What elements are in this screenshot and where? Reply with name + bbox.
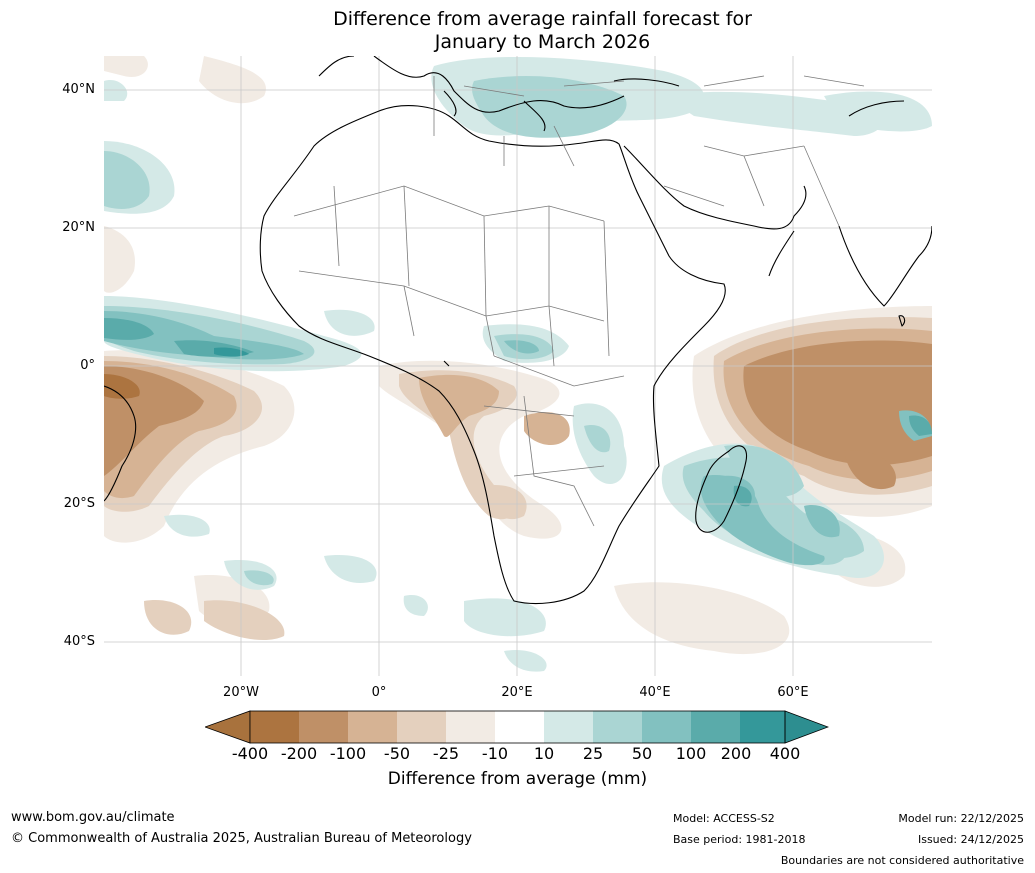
colorbar-tick: 50 [631, 744, 653, 763]
colorbar-tick: 10 [533, 744, 555, 763]
anomaly-deep-teal [214, 347, 249, 357]
anomaly-deep-brown [104, 374, 140, 399]
colorbar-swatch-11 [740, 711, 785, 743]
colorbar-tick: 400 [769, 744, 801, 763]
issued-date: Issued: 24/12/2025 [917, 833, 1024, 846]
lat-label-20n: 20°N [62, 220, 95, 235]
title-line-1: Difference from average rainfall forecas… [333, 8, 752, 30]
lat-label-40n: 40°N [62, 82, 95, 97]
colorbar-arrow-wet [784, 710, 829, 744]
lat-label-40s: 40°S [63, 634, 95, 649]
colorbar-swatch-1 [250, 711, 299, 743]
colorbar-swatch-9 [642, 711, 691, 743]
colorbar-arrow-dry [205, 710, 251, 744]
colorbar-tick: 100 [675, 744, 707, 763]
colorbar-tick: -25 [432, 744, 460, 763]
colorbar-tick: -100 [329, 744, 367, 763]
colorbar-swatch-3 [348, 711, 397, 743]
colorbar-tick: -200 [280, 744, 318, 763]
boundaries-disclaimer: Boundaries are not considered authoritat… [780, 854, 1024, 867]
colorbar-swatch-8 [593, 711, 642, 743]
colorbar-swatch-4 [397, 711, 446, 743]
lat-label-0: 0° [80, 358, 95, 373]
colorbar-tick: -400 [231, 744, 269, 763]
graticule [104, 56, 932, 676]
lon-label-60e: 60°E [777, 685, 809, 700]
title-line-2: January to March 2026 [434, 31, 651, 53]
colorbar-tick: -10 [481, 744, 509, 763]
map-title: Difference from average rainfall forecas… [0, 8, 1035, 54]
colorbar-swatch-7 [544, 711, 593, 743]
model-name: Model: ACCESS-S2 [673, 812, 775, 825]
country-borders [293, 75, 865, 527]
colorbar-label: Difference from average (mm) [387, 769, 648, 789]
base-period: Base period: 1981-2018 [673, 833, 806, 846]
colorbar-tick: 25 [582, 744, 604, 763]
map-canvas [104, 56, 932, 676]
colorbar-outline [249, 710, 786, 744]
colorbar-swatch-6 [495, 711, 544, 743]
website-link[interactable]: www.bom.gov.au/climate [11, 810, 175, 825]
colorbar-swatch-2 [299, 711, 348, 743]
lat-label-20s: 20°S [63, 496, 95, 511]
lon-label-20e: 20°E [501, 685, 533, 700]
copyright-text: © Commonwealth of Australia 2025, Austra… [11, 831, 472, 846]
model-run-date: Model run: 22/12/2025 [898, 812, 1024, 825]
colorbar-swatch-5 [446, 711, 495, 743]
colorbar-swatch-10 [691, 711, 740, 743]
lon-label-40e: 40°E [639, 685, 671, 700]
colorbar [205, 710, 829, 744]
colorbar-tick: -50 [383, 744, 411, 763]
lon-label-20w: 20°W [223, 685, 259, 700]
rainfall-map [104, 56, 932, 676]
lon-label-0: 0° [371, 685, 387, 700]
coastlines [104, 56, 932, 605]
colorbar-tick: 200 [720, 744, 752, 763]
